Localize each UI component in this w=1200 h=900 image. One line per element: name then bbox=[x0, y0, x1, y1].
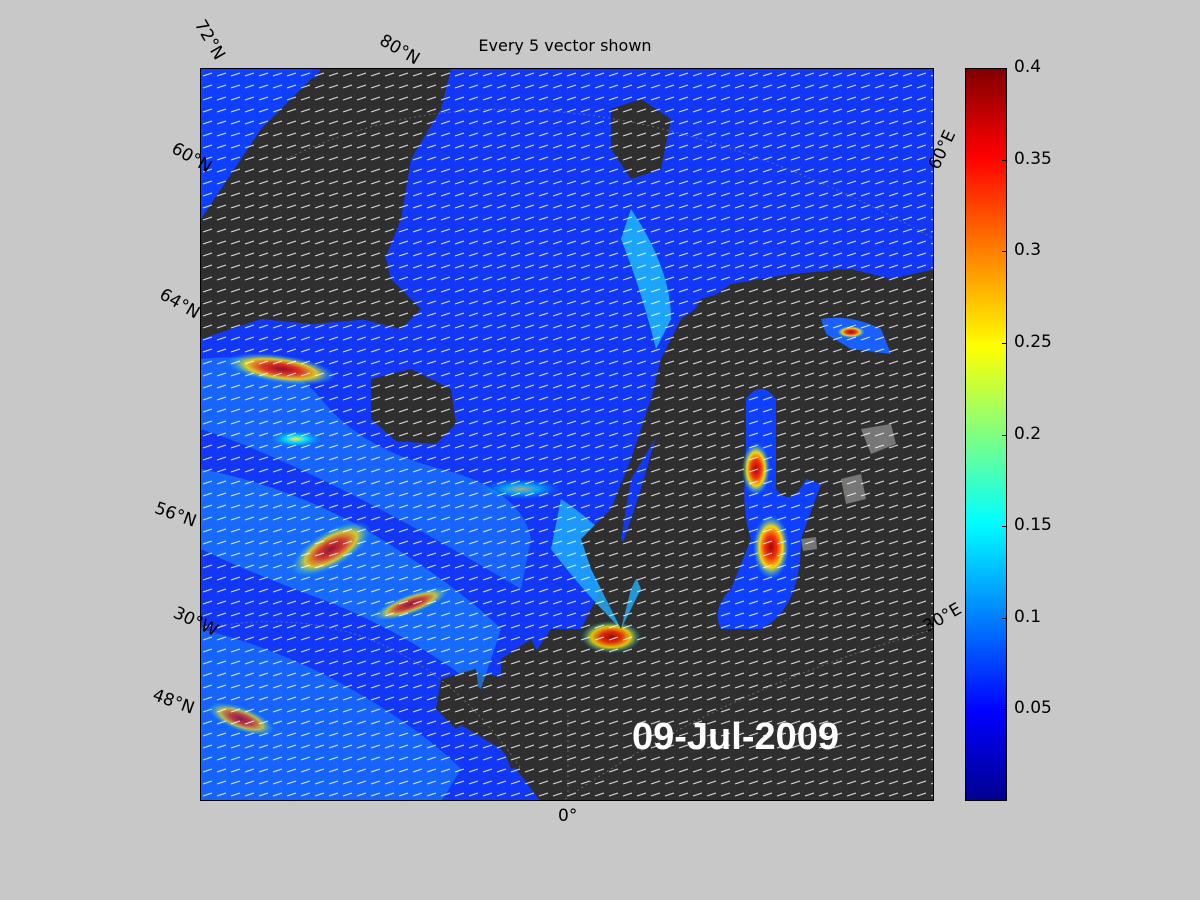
colorbar-tick-mark bbox=[1002, 434, 1007, 436]
colorbar-tick-mark bbox=[1002, 251, 1007, 253]
graticule bbox=[201, 108, 933, 800]
colorbar-tick-label: 0.3 bbox=[1014, 240, 1042, 261]
colorbar bbox=[965, 68, 1007, 801]
lon-label-0: 0° bbox=[558, 806, 578, 826]
colorbar-tick-label: 0.2 bbox=[1014, 423, 1042, 444]
date-label: 09-Jul-2009 bbox=[632, 716, 840, 758]
colorbar-tick-mark bbox=[1002, 68, 1007, 69]
ocean-current-map bbox=[201, 69, 933, 800]
colorbar-tick-label: 0.1 bbox=[1014, 606, 1042, 627]
colorbar-tick-mark bbox=[1002, 342, 1007, 344]
lat-label-48n: 48°N bbox=[149, 685, 197, 719]
colorbar-tick-label: 0.25 bbox=[1014, 331, 1052, 352]
lat-label-64n: 64°N bbox=[155, 284, 203, 324]
colorbar-tick-mark bbox=[1002, 709, 1007, 711]
colorbar-tick-mark bbox=[1002, 617, 1007, 619]
lat-label-56n: 56°N bbox=[151, 498, 199, 532]
colorbar-tick-mark bbox=[1002, 526, 1007, 528]
vector-field bbox=[201, 69, 933, 800]
plot-title: Every 5 vector shown bbox=[478, 36, 652, 55]
colorbar-tick-label: 0.05 bbox=[1014, 698, 1052, 719]
colorbar-tick-mark bbox=[1002, 159, 1007, 161]
map-area[interactable] bbox=[200, 68, 934, 801]
colorbar-tick-label: 0.4 bbox=[1014, 57, 1042, 77]
colorbar-tick-label: 0.15 bbox=[1014, 515, 1052, 536]
colorbar-tick-label: 0.35 bbox=[1014, 148, 1052, 169]
